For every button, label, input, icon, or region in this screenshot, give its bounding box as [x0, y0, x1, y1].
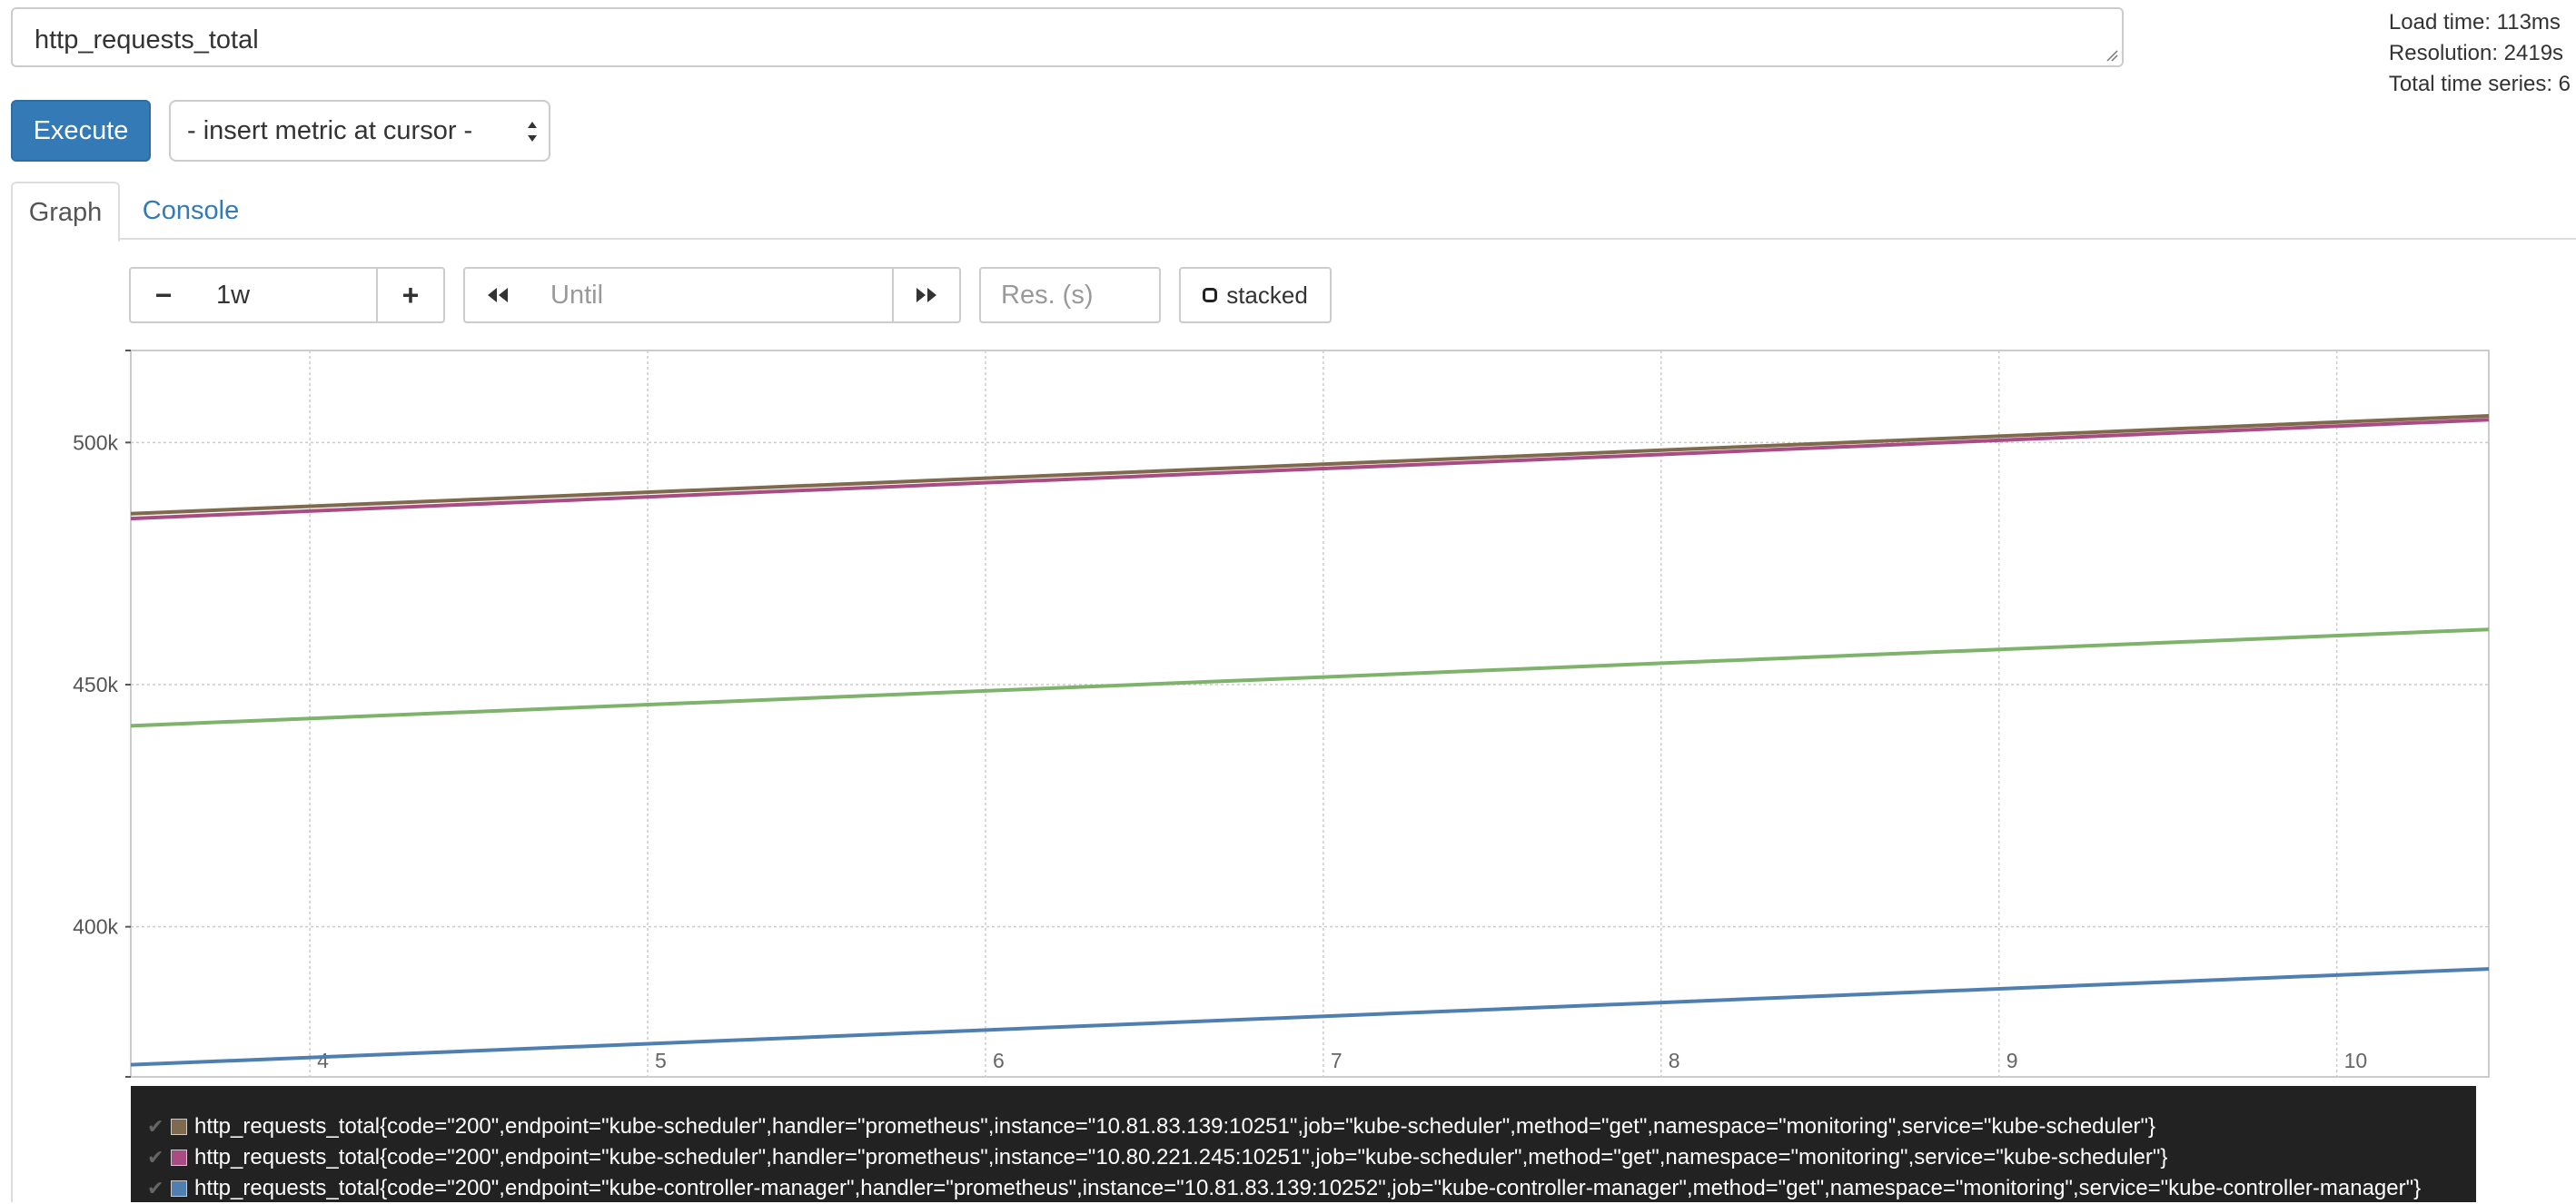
- x-tick-label: 5: [655, 1049, 667, 1072]
- y-tick-label: 500k: [73, 430, 118, 454]
- time-series-graph[interactable]: 400k 450k 500k 4 5 6 7 8 9 10: [0, 0, 2576, 1086]
- checkmark-icon: ✔: [147, 1115, 164, 1138]
- rewind-icon: [488, 288, 508, 302]
- plot-area-frame: [130, 350, 2490, 1078]
- legend-item[interactable]: ✔ http_requests_total{code="200",endpoint…: [131, 1173, 2476, 1204]
- stacked-label: stacked: [1226, 281, 1308, 309]
- query-stats: Load time: 113ms Resolution: 2419s Total…: [2389, 7, 2571, 100]
- series-line[interactable]: [130, 627, 2490, 728]
- select-arrows-icon: [528, 122, 537, 142]
- x-tick-label: 10: [2344, 1049, 2368, 1072]
- legend-swatch: [171, 1180, 187, 1197]
- expression-input[interactable]: http_requests_total: [11, 7, 2124, 67]
- fast-forward-icon: [916, 288, 936, 302]
- end-time-forward-button[interactable]: [892, 267, 961, 323]
- y-tick-label: 400k: [73, 915, 118, 939]
- legend-item[interactable]: ✔ http_requests_total{code="200",endpoint…: [131, 1142, 2476, 1173]
- x-tick-label: 9: [2006, 1049, 2018, 1072]
- execute-button[interactable]: Execute: [11, 100, 151, 162]
- x-tick-label: 4: [317, 1049, 329, 1072]
- resize-handle-icon[interactable]: [2105, 49, 2118, 62]
- resolution-placeholder: Res. (s): [1001, 280, 1094, 310]
- range-decrease-button[interactable]: −: [129, 267, 198, 323]
- x-tick-label: 8: [1669, 1049, 1680, 1072]
- range-input-value: 1w: [216, 280, 251, 310]
- tab-strip-border: [11, 238, 2576, 240]
- total-time-series: Total time series: 6: [2388, 72, 2571, 96]
- checkmark-icon: ✔: [147, 1177, 164, 1199]
- tab-graph[interactable]: Graph: [11, 182, 120, 242]
- load-time: Load time: 113ms: [2388, 10, 2561, 35]
- insert-metric-select[interactable]: - insert metric at cursor -: [169, 100, 550, 162]
- legend-label: http_requests_total{code="200",endpoint=…: [194, 1145, 2168, 1169]
- range-input[interactable]: 1w: [196, 267, 378, 323]
- legend-label: http_requests_total{code="200",endpoint=…: [194, 1114, 2156, 1139]
- tab-console[interactable]: Console: [142, 195, 240, 225]
- series-line[interactable]: [130, 418, 2490, 521]
- x-tick-label: 6: [993, 1049, 1005, 1072]
- stacked-toggle-button[interactable]: stacked: [1179, 267, 1332, 323]
- legend-label: http_requests_total{code="200",endpoint=…: [194, 1176, 2422, 1200]
- insert-metric-select-value: - insert metric at cursor -: [187, 115, 473, 145]
- checkmark-icon: ✔: [147, 1146, 164, 1169]
- legend-swatch: [171, 1150, 187, 1166]
- resolution: Resolution: 2419s: [2388, 41, 2564, 65]
- legend-item[interactable]: ✔ http_requests_total{code="200",endpoint…: [131, 1111, 2476, 1142]
- series-line[interactable]: [130, 414, 2490, 516]
- graph-legend: ✔ http_requests_total{code="200",endpoint…: [131, 1086, 2476, 1202]
- until-placeholder: Until: [550, 280, 604, 310]
- stacked-toggle-icon: [1203, 288, 1218, 302]
- expression-text: http_requests_total: [35, 25, 259, 54]
- resolution-input[interactable]: Res. (s): [979, 267, 1161, 323]
- legend-swatch: [171, 1119, 187, 1135]
- x-tick-label: 7: [1331, 1049, 1342, 1072]
- panel-border: [11, 240, 13, 1202]
- series-line[interactable]: [130, 967, 2490, 1067]
- range-increase-button[interactable]: +: [376, 267, 445, 323]
- y-tick-label: 450k: [73, 673, 118, 696]
- until-input[interactable]: Until: [530, 267, 894, 323]
